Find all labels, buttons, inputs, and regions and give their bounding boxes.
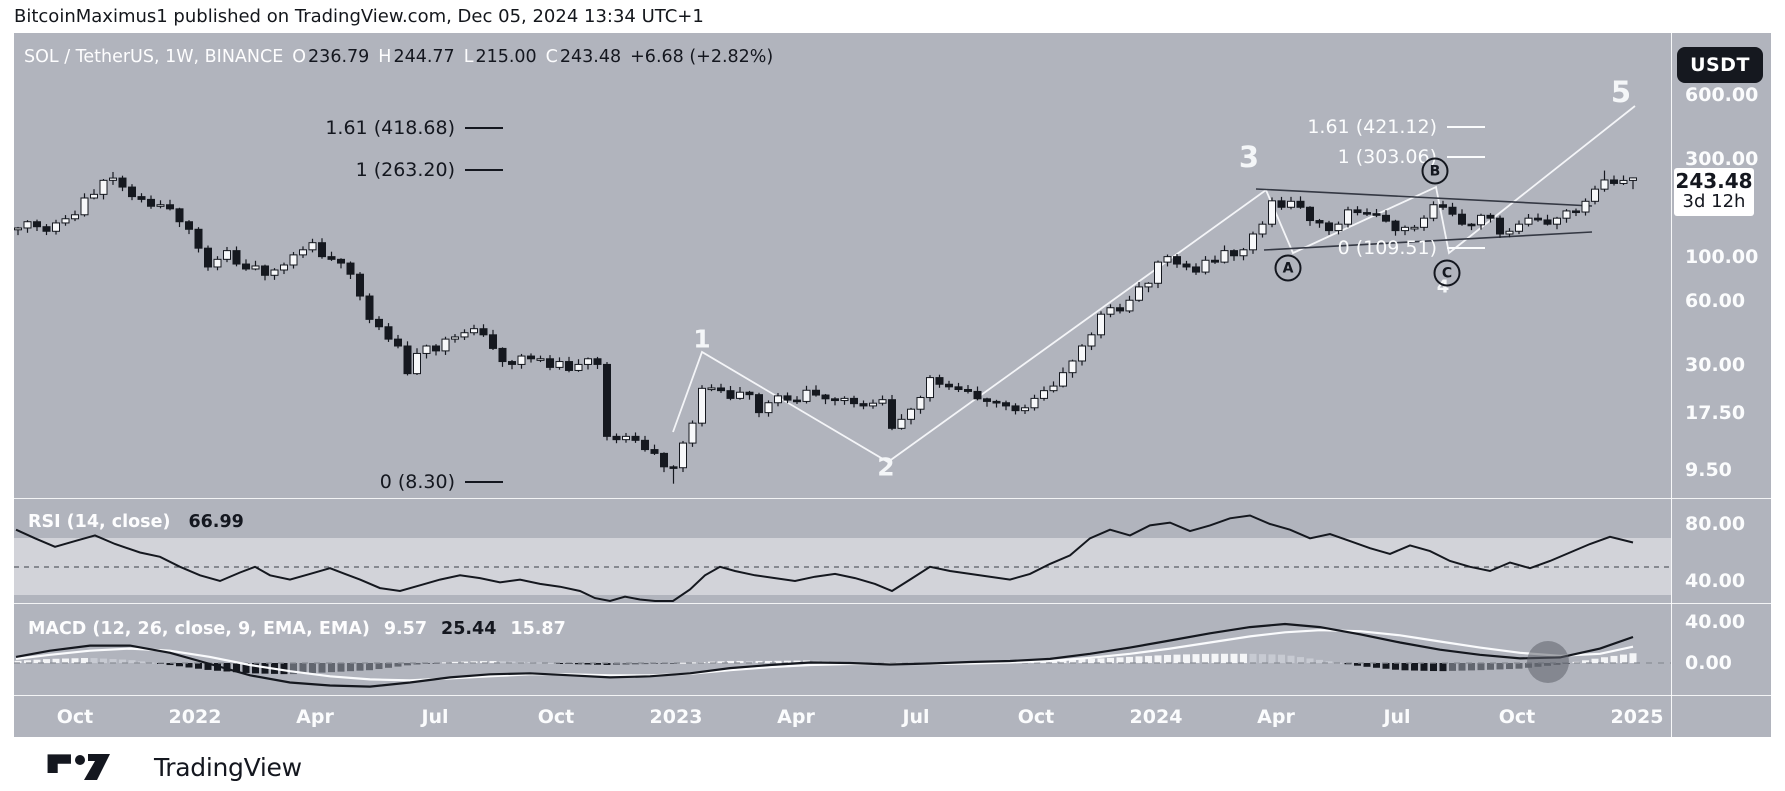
fib-level-right-1.61: 1.61 (421.12) bbox=[1307, 116, 1437, 138]
time-tick-Apr-2: Apr bbox=[296, 706, 334, 728]
fib-level-left-1.61: 1.61 (418.68) bbox=[325, 117, 455, 139]
price-axis-separator bbox=[1671, 33, 1672, 737]
open-value: 236.79 bbox=[308, 47, 370, 67]
fib-dash-right-1.61 bbox=[1447, 126, 1485, 128]
macd-hist-value: 9.57 bbox=[383, 619, 428, 639]
elliott-wave-label-circled-C: C bbox=[1433, 259, 1461, 287]
elliott-wave-label-3: 3 bbox=[1238, 140, 1260, 174]
rsi-legend-row[interactable]: RSI (14, close) 66.99 bbox=[28, 512, 244, 532]
pane-divider-0[interactable] bbox=[14, 498, 1771, 499]
high-value: 244.77 bbox=[393, 47, 455, 67]
bar-countdown: 3d 12h bbox=[1682, 191, 1746, 212]
rsi-title[interactable]: RSI (14, close) bbox=[28, 512, 171, 532]
last-price-value: 243.48 bbox=[1675, 169, 1753, 193]
macd-tick-0.00: 0.00 bbox=[1685, 652, 1732, 674]
close-label: C bbox=[545, 47, 558, 67]
high-label: H bbox=[378, 47, 392, 67]
footer-branding[interactable]: TradingView bbox=[46, 750, 302, 784]
publish-info-text: BitcoinMaximus1 published on TradingView… bbox=[14, 6, 704, 27]
time-tick-2024-9: 2024 bbox=[1129, 706, 1183, 728]
fib-dash-right-0 bbox=[1447, 247, 1485, 249]
fib-level-left-0: 0 (8.30) bbox=[379, 471, 455, 493]
fib-level-left-1: 1 (263.20) bbox=[355, 159, 455, 181]
elliott-wave-label-1: 1 bbox=[693, 324, 711, 354]
low-label: L bbox=[463, 47, 474, 67]
rsi-tick-40.00: 40.00 bbox=[1685, 570, 1746, 592]
fib-level-right-0: 0 (109.51) bbox=[1337, 237, 1437, 259]
publish-info-bar: BitcoinMaximus1 published on TradingView… bbox=[14, 6, 1771, 32]
elliott-wave-label-circled-A: A bbox=[1274, 254, 1302, 282]
elliott-wave-label-5: 5 bbox=[1610, 75, 1632, 109]
fib-dash-left-1 bbox=[465, 169, 503, 171]
time-tick-2023-5: 2023 bbox=[649, 706, 703, 728]
price-tick-300.00: 300.00 bbox=[1685, 148, 1759, 170]
elliott-wave-label-circled-B: B bbox=[1421, 157, 1449, 185]
time-tick-Oct-0: Oct bbox=[56, 706, 94, 728]
time-tick-Jul-7: Jul bbox=[902, 706, 930, 728]
currency-toggle-button[interactable]: USDT bbox=[1677, 47, 1763, 83]
price-tick-100.00: 100.00 bbox=[1685, 246, 1759, 268]
close-value: 243.48 bbox=[559, 47, 622, 67]
fib-dash-left-0 bbox=[465, 481, 503, 483]
fib-level-right-1: 1 (303.06) bbox=[1337, 146, 1437, 168]
macd-signal-value: 15.87 bbox=[510, 619, 566, 639]
pane-divider-1[interactable] bbox=[14, 603, 1771, 604]
change-value: +6.68 (+2.82%) bbox=[630, 47, 774, 67]
fib-dash-right-1 bbox=[1447, 156, 1485, 158]
low-value: 215.00 bbox=[475, 47, 537, 67]
price-tick-30.00: 30.00 bbox=[1685, 354, 1746, 376]
tradingview-brand-text: TradingView bbox=[154, 752, 302, 782]
symbol-title[interactable]: SOL / TetherUS, 1W, BINANCE bbox=[24, 47, 284, 67]
time-axis[interactable] bbox=[14, 695, 1671, 737]
time-tick-Jul-3: Jul bbox=[421, 706, 449, 728]
time-tick-Apr-10: Apr bbox=[1257, 706, 1295, 728]
elliott-wave-label-2: 2 bbox=[877, 452, 895, 482]
macd-title[interactable]: MACD (12, 26, close, 9, EMA, EMA) bbox=[28, 619, 370, 639]
price-tick-9.50: 9.50 bbox=[1685, 459, 1732, 481]
time-tick-Oct-8: Oct bbox=[1017, 706, 1055, 728]
last-price-box: 243.48 3d 12h bbox=[1674, 168, 1754, 216]
price-tick-600.00: 600.00 bbox=[1685, 84, 1759, 106]
macd-legend-row[interactable]: MACD (12, 26, close, 9, EMA, EMA) 9.57 2… bbox=[28, 619, 566, 639]
symbol-legend-row[interactable]: SOL / TetherUS, 1W, BINANCE O 236.79 H 244… bbox=[24, 46, 773, 68]
rsi-tick-80.00: 80.00 bbox=[1685, 513, 1746, 535]
time-tick-2025-13: 2025 bbox=[1610, 706, 1664, 728]
fib-dash-left-1.61 bbox=[465, 127, 503, 129]
macd-tick-40.00: 40.00 bbox=[1685, 611, 1746, 633]
price-tick-17.50: 17.50 bbox=[1685, 402, 1746, 424]
time-tick-Oct-4: Oct bbox=[537, 706, 575, 728]
time-tick-Oct-12: Oct bbox=[1498, 706, 1536, 728]
macd-line-value: 25.44 bbox=[441, 619, 497, 639]
tradingview-logo-icon bbox=[47, 754, 110, 780]
time-tick-Jul-11: Jul bbox=[1383, 706, 1411, 728]
price-tick-60.00: 60.00 bbox=[1685, 290, 1746, 312]
open-label: O bbox=[292, 47, 307, 67]
pane-divider-2[interactable] bbox=[14, 695, 1771, 696]
time-tick-2022-1: 2022 bbox=[168, 706, 222, 728]
time-tick-Apr-6: Apr bbox=[777, 706, 815, 728]
rsi-value: 66.99 bbox=[188, 512, 244, 532]
